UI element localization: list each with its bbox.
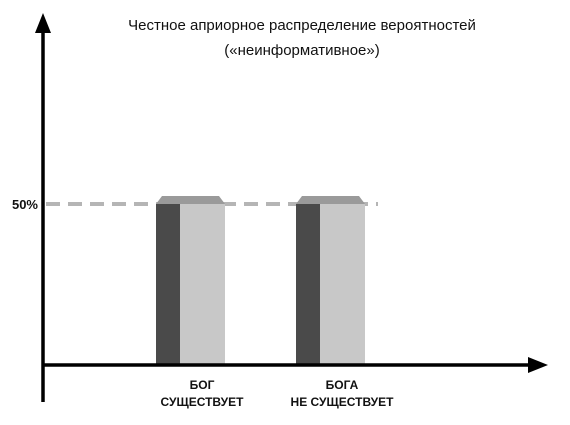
bar-side-face-1 — [296, 204, 320, 365]
bar-side-face-0 — [156, 204, 180, 365]
category-label-god-not-exists-line-2: НЕ СУЩЕСТВУЕТ — [291, 395, 395, 409]
category-label-god-exists-line-2: СУЩЕСТВУЕТ — [161, 395, 245, 409]
chart-title-line-2: («неинформативное») — [224, 42, 380, 59]
chart-title-line-1: Честное априорное распределение вероятно… — [128, 17, 476, 34]
bar-top-face-1 — [296, 196, 365, 204]
bar-top-face-0 — [156, 196, 225, 204]
bar-front-face-0 — [180, 204, 225, 365]
bar-front-face-1 — [320, 204, 365, 365]
category-label-god-not-exists-line-1: БОГА — [326, 378, 359, 392]
bar-god-exists — [156, 196, 225, 365]
bar-god-not-exists — [296, 196, 365, 365]
y-tick-label-50-percent: 50% — [12, 197, 38, 212]
x-axis-arrowhead — [528, 357, 548, 373]
category-label-god-exists-line-1: БОГ — [190, 378, 215, 392]
bars-group — [156, 196, 365, 365]
y-axis-arrowhead — [35, 13, 51, 33]
